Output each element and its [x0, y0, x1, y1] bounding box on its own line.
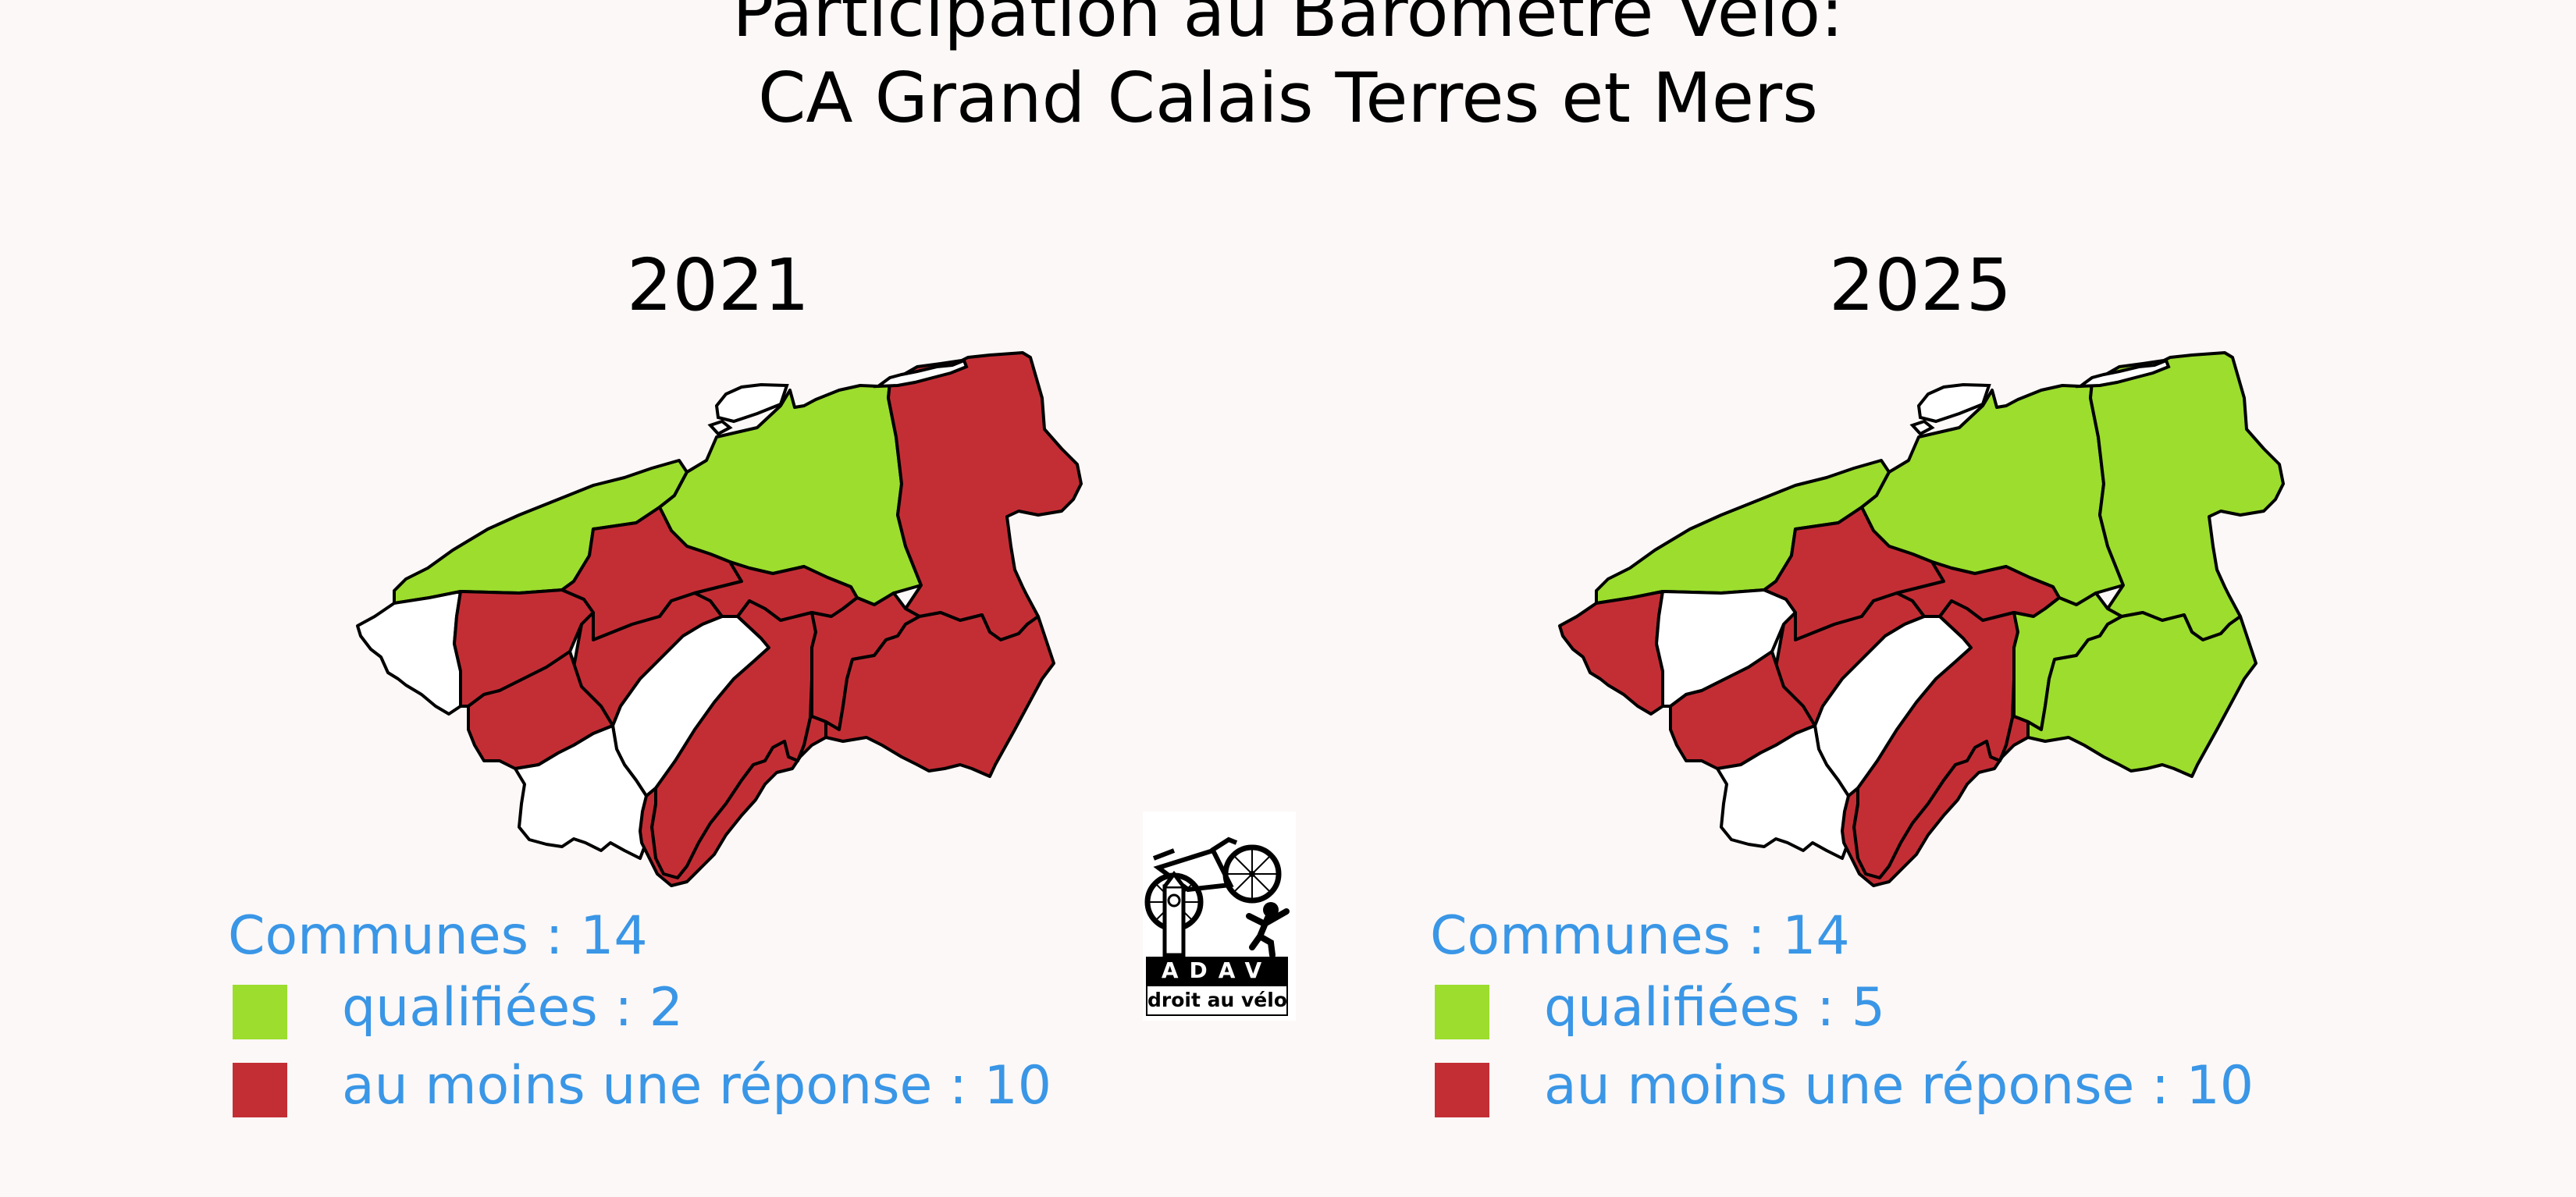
legend-right: Communes : 14 qualifiées : 5 au moins un…	[1430, 910, 2289, 1128]
cyclist-bike-icon	[1144, 836, 1290, 958]
commune-c03-qualified	[2089, 351, 2285, 641]
commune-c03-responded	[887, 351, 1083, 641]
commune-c13-responded	[824, 611, 1055, 778]
legend-responded-count: au moins une réponse : 10	[342, 1055, 1052, 1117]
legend-qualified-count: qualifiées : 2	[342, 977, 684, 1039]
legend-communes-count: Communes : 14	[1430, 905, 1850, 967]
legend-swatch-responded	[1435, 1063, 1489, 1117]
adav-logo: ADAV droit au vélo	[1143, 812, 1296, 1021]
commune-c13-qualified	[2026, 611, 2258, 778]
map-title-year-left: 2021	[626, 243, 810, 327]
map-title-year-right: 2025	[1828, 243, 2012, 327]
legend-swatch-responded	[233, 1063, 287, 1117]
coastline-islet	[2075, 358, 2171, 389]
commune-c14-none	[514, 724, 657, 860]
coastline-islet	[714, 382, 789, 424]
legend-communes-count: Communes : 14	[228, 905, 648, 967]
commune-c04-responded	[1558, 590, 1664, 716]
logo-tagline: droit au vélo	[1146, 985, 1288, 1016]
coastline-islet	[1916, 382, 1991, 424]
figure-title-line-1: Participation au Baromètre Vélo:	[732, 0, 1844, 52]
communes-group-left	[356, 351, 1083, 887]
logo-wordmark: ADAV	[1146, 957, 1288, 985]
coastline-islet	[1909, 419, 1935, 436]
communes-group-right	[1558, 351, 2285, 887]
map-left	[356, 351, 1083, 887]
map-right	[1558, 351, 2285, 887]
coastline-islet	[873, 358, 969, 389]
commune-c15-responded	[639, 715, 827, 887]
legend-left: Communes : 14 qualifiées : 2 au moins un…	[228, 910, 1087, 1128]
commune-c15-responded	[1841, 715, 2030, 887]
legend-qualified-count: qualifiées : 5	[1544, 977, 1886, 1039]
legend-swatch-qualified	[1435, 985, 1489, 1039]
commune-c14-none	[1716, 724, 1859, 860]
commune-c04-none	[356, 590, 462, 716]
coastline-islet	[707, 419, 733, 436]
legend-swatch-qualified	[233, 985, 287, 1039]
figure-title-line-2: CA Grand Calais Terres et Mers	[757, 58, 1819, 138]
legend-responded-count: au moins une réponse : 10	[1544, 1055, 2254, 1117]
